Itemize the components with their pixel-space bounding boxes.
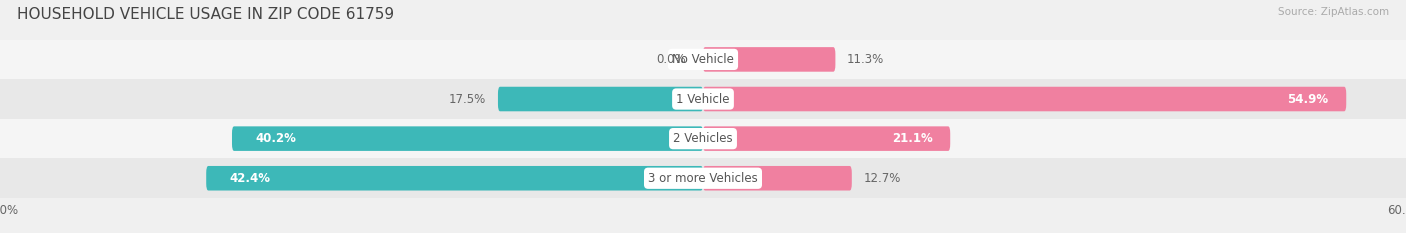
FancyBboxPatch shape — [703, 47, 835, 72]
Text: Source: ZipAtlas.com: Source: ZipAtlas.com — [1278, 7, 1389, 17]
Bar — [0, 119, 1406, 158]
Text: 11.3%: 11.3% — [846, 53, 884, 66]
FancyBboxPatch shape — [703, 166, 852, 191]
Bar — [0, 40, 1406, 79]
Bar — [0, 158, 1406, 198]
Text: 0.0%: 0.0% — [655, 53, 686, 66]
Text: 12.7%: 12.7% — [863, 172, 901, 185]
Text: HOUSEHOLD VEHICLE USAGE IN ZIP CODE 61759: HOUSEHOLD VEHICLE USAGE IN ZIP CODE 6175… — [17, 7, 394, 22]
Text: 40.2%: 40.2% — [256, 132, 297, 145]
Text: No Vehicle: No Vehicle — [672, 53, 734, 66]
Bar — [0, 79, 1406, 119]
FancyBboxPatch shape — [703, 87, 1347, 111]
FancyBboxPatch shape — [498, 87, 703, 111]
FancyBboxPatch shape — [703, 126, 950, 151]
FancyBboxPatch shape — [232, 126, 703, 151]
Text: 42.4%: 42.4% — [229, 172, 270, 185]
Text: 54.9%: 54.9% — [1288, 93, 1329, 106]
Text: 3 or more Vehicles: 3 or more Vehicles — [648, 172, 758, 185]
Text: 17.5%: 17.5% — [449, 93, 486, 106]
Text: 2 Vehicles: 2 Vehicles — [673, 132, 733, 145]
FancyBboxPatch shape — [207, 166, 703, 191]
Text: 1 Vehicle: 1 Vehicle — [676, 93, 730, 106]
Text: 21.1%: 21.1% — [891, 132, 932, 145]
